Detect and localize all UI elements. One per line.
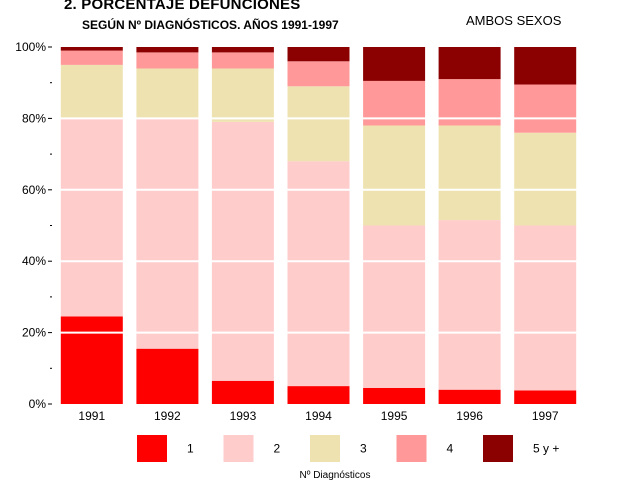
- bar-segment-1997-series-2: [514, 225, 577, 391]
- y-tick-label: 0%: [29, 397, 47, 411]
- y-axis: 0% 20% 40% 60% 80% 100%: [15, 40, 52, 411]
- plot-area: [54, 47, 583, 404]
- legend-swatch: [310, 435, 340, 462]
- bar-segment-1995-series-1: [363, 387, 426, 404]
- bar-segment-1993-series-4: [211, 52, 274, 69]
- legend-swatch: [396, 435, 427, 462]
- x-category-label: 1995: [381, 409, 408, 423]
- x-category-label: 1991: [78, 409, 105, 423]
- legend-swatch: [483, 435, 513, 462]
- y-tick-label: 40%: [22, 254, 46, 268]
- x-category-label: 1997: [532, 409, 559, 423]
- bar-segment-1995-series-5: [363, 47, 426, 81]
- legend-title: Nº Diagnósticos: [300, 470, 371, 480]
- bar-segment-1997-series-1: [514, 390, 577, 404]
- chart-title: 2. PORCENTAJE DEFUNCIONES: [64, 0, 301, 13]
- y-tick-label: 60%: [22, 183, 46, 197]
- bar-segment-1994-series-1: [287, 386, 350, 404]
- bar-segment-1992-series-4: [136, 52, 199, 69]
- bar-segment-1996-series-5: [438, 47, 501, 80]
- bar-segment-1994-series-3: [287, 86, 350, 162]
- x-category-label: 1992: [154, 409, 181, 423]
- bar-segment-1992-series-3: [136, 68, 199, 119]
- legend-swatch: [137, 435, 167, 462]
- bar-segment-1993-series-3: [211, 68, 274, 122]
- bar-segment-1997-series-4: [514, 84, 577, 133]
- bar-segment-1994-series-4: [287, 61, 350, 87]
- bar-segment-1993-series-1: [211, 380, 274, 404]
- legend-label: 3: [360, 442, 367, 456]
- x-category-label: 1996: [456, 409, 483, 423]
- legend: 1 2 3 4 5 y + Nº Diagnósticos: [137, 435, 559, 480]
- bar-segment-1992-series-1: [136, 348, 199, 404]
- bar-segment-1996-series-2: [438, 220, 501, 390]
- bar-segment-1994-series-5: [287, 47, 350, 62]
- sex-label: AMBOS SEXOS: [466, 13, 562, 28]
- bar-segment-1996-series-1: [438, 389, 501, 404]
- x-category-label: 1994: [305, 409, 332, 423]
- bar-segment-1991-series-1: [60, 316, 123, 404]
- y-tick-label: 100%: [15, 40, 46, 54]
- bar-segment-1992-series-5: [136, 47, 199, 53]
- bar-segment-1993-series-5: [211, 47, 274, 53]
- legend-label: 2: [274, 442, 281, 456]
- legend-label: 4: [447, 442, 454, 456]
- bar-segment-1994-series-2: [287, 161, 350, 387]
- y-tick-label: 80%: [22, 111, 46, 125]
- bar-segment-1991-series-4: [60, 50, 123, 65]
- bar-segment-1995-series-3: [363, 125, 426, 226]
- bar-segment-1996-series-3: [438, 125, 501, 221]
- bar-segment-1991-series-5: [60, 47, 123, 51]
- legend-swatch: [223, 435, 254, 462]
- legend-label: 1: [187, 442, 194, 456]
- bar-segment-1992-series-2: [136, 118, 199, 349]
- bar-segment-1991-series-3: [60, 64, 123, 119]
- x-category-label: 1993: [230, 409, 257, 423]
- y-tick-label: 20%: [22, 326, 46, 340]
- legend-label: 5 y +: [533, 442, 559, 456]
- bar-segment-1995-series-2: [363, 225, 426, 388]
- bar-segment-1993-series-2: [211, 122, 274, 381]
- bar-segment-1991-series-2: [60, 118, 123, 317]
- bar-segment-1997-series-5: [514, 47, 577, 85]
- x-axis: 1991 1992 1993 1994 1995 1996 1997: [78, 409, 558, 423]
- chart-subtitle: SEGÚN Nº DIAGNÓSTICOS. AÑOS 1991-1997: [82, 18, 339, 32]
- bar-segment-1997-series-3: [514, 132, 577, 226]
